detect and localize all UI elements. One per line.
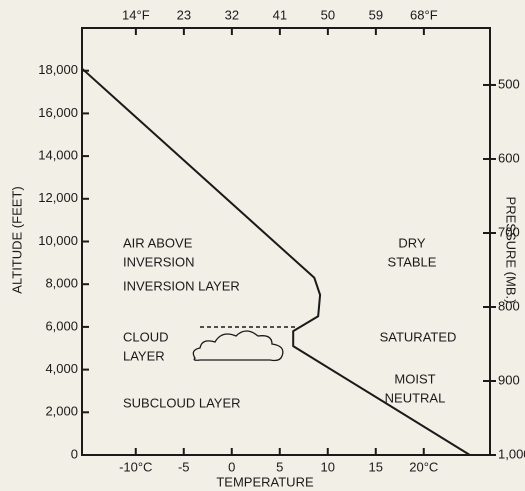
x-tick-label: 10 xyxy=(321,459,335,474)
annotation: STABLE xyxy=(388,254,437,269)
x-tick-label: -10°C xyxy=(119,459,152,474)
y-axis-label: ALTITUDE (FEET) xyxy=(9,186,24,293)
temperature-line xyxy=(81,67,471,456)
x-tick-label: 5 xyxy=(276,459,283,474)
x2-tick-label: 50 xyxy=(321,7,335,22)
y-tick-label: 10,000 xyxy=(38,233,78,248)
annotation: SUBCLOUD LAYER xyxy=(123,395,241,410)
x-tick-label: 20°C xyxy=(409,459,438,474)
x-axis-label: TEMPERATURE xyxy=(216,474,314,489)
y-tick-label: 8,000 xyxy=(45,276,78,291)
y-tick-label: 14,000 xyxy=(38,148,78,163)
y2-tick-label: 600 xyxy=(498,150,520,165)
annotation: SATURATED xyxy=(380,329,457,344)
y-tick-label: 16,000 xyxy=(38,105,78,120)
y-tick-label: 12,000 xyxy=(38,190,78,205)
annotation: LAYER xyxy=(123,348,165,363)
annotation: INVERSION LAYER xyxy=(123,278,240,293)
annotation: MOIST xyxy=(394,371,435,386)
x2-tick-label: 59 xyxy=(369,7,383,22)
x2-tick-label: 32 xyxy=(225,7,239,22)
annotation: DRY xyxy=(398,235,426,250)
x2-tick-label: 68°F xyxy=(410,7,438,22)
y-tick-label: 4,000 xyxy=(45,361,78,376)
annotation: CLOUD xyxy=(123,329,169,344)
x-tick-label: 15 xyxy=(369,459,383,474)
x-tick-label: -5 xyxy=(178,459,190,474)
x-tick-label: 0 xyxy=(228,459,235,474)
y-tick-label: 0 xyxy=(71,446,78,461)
annotation: NEUTRAL xyxy=(385,390,446,405)
y2-tick-label: 800 xyxy=(498,298,520,313)
y2-tick-label: 700 xyxy=(498,224,520,239)
x2-tick-label: 41 xyxy=(273,7,287,22)
y2-tick-label: 1,000 xyxy=(498,446,525,461)
y2-tick-label: 900 xyxy=(498,372,520,387)
y-tick-label: 2,000 xyxy=(45,404,78,419)
cloud-icon xyxy=(192,330,284,362)
annotation: INVERSION xyxy=(123,254,195,269)
y2-tick-label: 500 xyxy=(498,76,520,91)
x2-tick-label: 23 xyxy=(177,7,191,22)
annotation: AIR ABOVE xyxy=(123,235,193,250)
y-tick-label: 6,000 xyxy=(45,318,78,333)
y2-axis-label: PRESSURE (MB.) xyxy=(504,197,519,304)
y-tick-label: 18,000 xyxy=(38,62,78,77)
x2-tick-label: 14°F xyxy=(122,7,150,22)
